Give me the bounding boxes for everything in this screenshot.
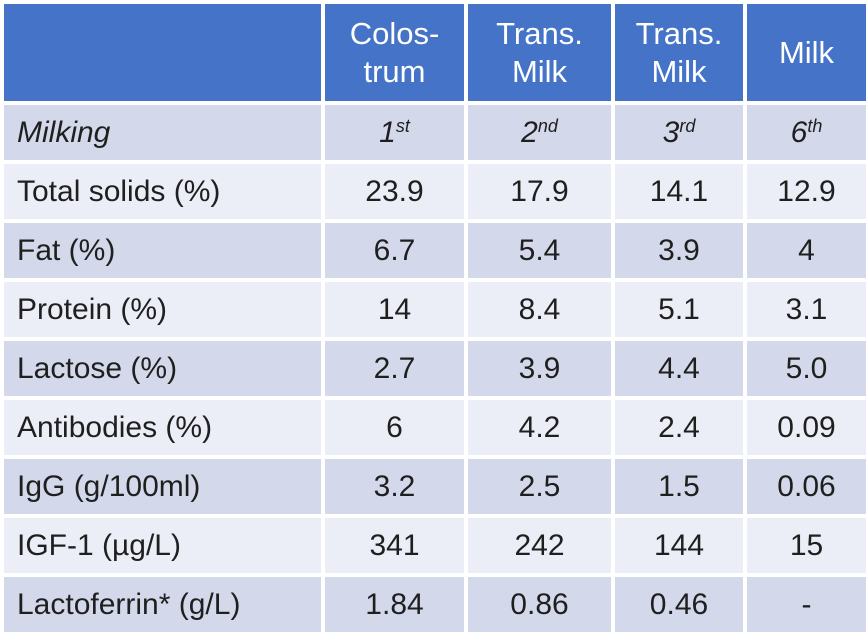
value-cell: 6 — [321, 396, 468, 459]
row-label: Lactoferrin* (g/L) — [0, 573, 325, 635]
value-cell: 3.1 — [743, 278, 866, 341]
row-label: IgG (g/100ml) — [0, 455, 325, 518]
column-header-trans-milk-2: Trans. Milk — [611, 0, 747, 105]
column-header-trans-milk-1: Trans. Milk — [464, 0, 615, 105]
value-cell: 0.46 — [611, 573, 747, 635]
row-label: Antibodies (%) — [0, 396, 325, 459]
row-label: Fat (%) — [0, 219, 325, 282]
table-row-total-solids: Total solids (%) 23.9 17.9 14.1 12.9 — [0, 160, 866, 223]
table-row-lactose: Lactose (%) 2.7 3.9 4.4 5.0 — [0, 337, 866, 400]
table-row-lactoferrin: Lactoferrin* (g/L) 1.84 0.86 0.46 - — [0, 573, 866, 635]
value-cell: 5.1 — [611, 278, 747, 341]
table-row-igg: IgG (g/100ml) 3.2 2.5 1.5 0.06 — [0, 455, 866, 518]
value-cell: 1.84 — [321, 573, 468, 635]
table-row-milking: Milking 1st 2nd 3rd 6th — [0, 101, 866, 164]
ordinal-number: 6 — [790, 115, 808, 149]
row-label: Milking — [0, 101, 325, 164]
value-cell: 0.09 — [743, 396, 866, 459]
value-cell: 1.5 — [611, 455, 747, 518]
value-cell: 2nd — [464, 101, 615, 164]
ordinal-suffix: st — [395, 115, 410, 136]
value-cell: 14 — [321, 278, 468, 341]
row-label: IGF-1 (µg/L) — [0, 514, 325, 577]
value-cell: 5.4 — [464, 219, 615, 282]
ordinal-suffix: th — [807, 115, 823, 136]
corner-cell — [0, 0, 325, 105]
column-header-colostrum: Colos- trum — [321, 0, 468, 105]
header-row: Colos- trum Trans. Milk Trans. Milk Milk — [0, 0, 866, 105]
value-cell: 2.5 — [464, 455, 615, 518]
table-row-protein: Protein (%) 14 8.4 5.1 3.1 — [0, 278, 866, 341]
value-cell: 144 — [611, 514, 747, 577]
value-cell: 1st — [321, 101, 468, 164]
value-cell: 3.2 — [321, 455, 468, 518]
value-cell: 23.9 — [321, 160, 468, 223]
row-label: Lactose (%) — [0, 337, 325, 400]
value-cell: 2.7 — [321, 337, 468, 400]
value-cell: 242 — [464, 514, 615, 577]
value-cell: 8.4 — [464, 278, 615, 341]
value-cell: 5.0 — [743, 337, 866, 400]
ordinal-number: 2 — [521, 115, 538, 149]
value-cell: 6th — [743, 101, 866, 164]
table-row-antibodies: Antibodies (%) 6 4.2 2.4 0.09 — [0, 396, 866, 459]
ordinal-number: 1 — [379, 115, 396, 149]
value-cell: 3rd — [611, 101, 747, 164]
value-cell: 4.2 — [464, 396, 615, 459]
value-cell: 6.7 — [321, 219, 468, 282]
row-label: Total solids (%) — [0, 160, 325, 223]
value-cell: 341 — [321, 514, 468, 577]
table-row-fat: Fat (%) 6.7 5.4 3.9 4 — [0, 219, 866, 282]
ordinal-suffix: rd — [679, 115, 696, 136]
value-cell: 3.9 — [611, 219, 747, 282]
value-cell: 15 — [743, 514, 866, 577]
ordinal-suffix: nd — [537, 115, 558, 136]
value-cell: 4.4 — [611, 337, 747, 400]
value-cell: 0.06 — [743, 455, 866, 518]
value-cell: 12.9 — [743, 160, 866, 223]
row-label: Protein (%) — [0, 278, 325, 341]
value-cell: 2.4 — [611, 396, 747, 459]
value-cell: - — [743, 573, 866, 635]
column-header-milk: Milk — [743, 0, 866, 105]
value-cell: 4 — [743, 219, 866, 282]
value-cell: 3.9 — [464, 337, 615, 400]
value-cell: 0.86 — [464, 573, 615, 635]
ordinal-number: 3 — [662, 115, 680, 149]
value-cell: 14.1 — [611, 160, 747, 223]
value-cell: 17.9 — [464, 160, 615, 223]
table-row-igf1: IGF-1 (µg/L) 341 242 144 15 — [0, 514, 866, 577]
